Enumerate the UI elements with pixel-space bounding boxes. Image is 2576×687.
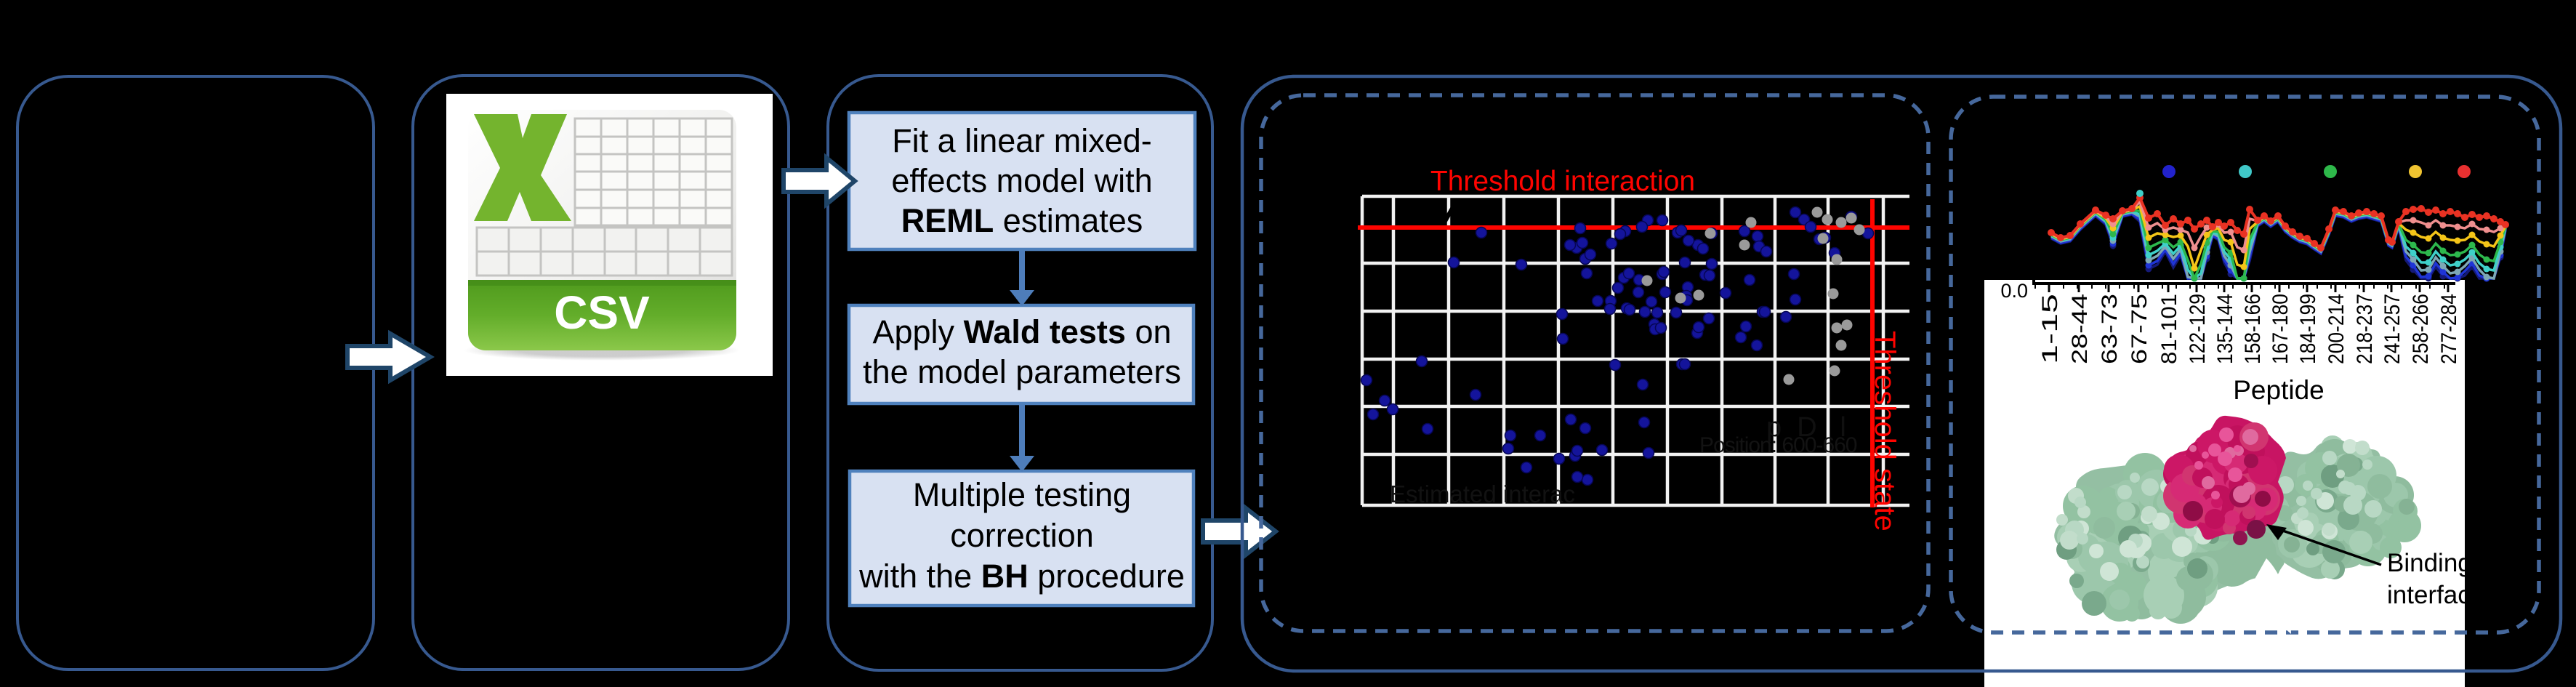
svg-text:the model parameters: the model parameters [863, 353, 1181, 390]
svg-text:81-101: 81-101 [2157, 294, 2181, 364]
svg-text:p D l: p D l [1766, 412, 1846, 443]
svg-text:Fit a linear mixed-: Fit a linear mixed- [892, 122, 1152, 159]
svg-text:REML estimates: REML estimates [901, 202, 1143, 239]
svg-text:with the BH procedure: with the BH procedure [858, 558, 1185, 595]
svg-text:Position: 600-660: Position: 600-660 [1699, 433, 1857, 457]
svg-text:Estimated interac: Estimated interac [1390, 481, 1575, 507]
svg-text:241-257: 241-257 [2380, 294, 2404, 364]
svg-text:Threshold state: Threshold state [1869, 331, 1901, 531]
svg-text:Peptide: Peptide [2233, 375, 2325, 405]
svg-text:63-73: 63-73 [2098, 294, 2122, 364]
svg-text:258-266: 258-266 [2409, 294, 2433, 364]
svg-text:122-129: 122-129 [2186, 294, 2210, 364]
svg-text:277-284: 277-284 [2437, 294, 2461, 364]
svg-text:158-166: 158-166 [2241, 294, 2265, 364]
svg-text:Threshold interaction: Threshold interaction [1430, 166, 1695, 197]
svg-text:0.0: 0.0 [2000, 280, 2028, 302]
svg-text:Apply Wald tests on: Apply Wald tests on [872, 313, 1171, 350]
svg-text:Multiple testing: Multiple testing [913, 476, 1131, 513]
svg-text:interface: interface [2387, 581, 2484, 609]
svg-text:effects model with: effects model with [891, 162, 1152, 199]
svg-text:167-180: 167-180 [2269, 294, 2293, 364]
svg-text:28-44: 28-44 [2068, 294, 2092, 364]
svg-text:218-237: 218-237 [2353, 294, 2377, 364]
svg-text:135-144: 135-144 [2213, 294, 2237, 364]
svg-text:67-75: 67-75 [2128, 294, 2152, 364]
svg-text:Binding: Binding [2387, 549, 2472, 577]
svg-text:CSV: CSV [554, 286, 650, 339]
svg-text:200-214: 200-214 [2325, 294, 2348, 364]
svg-text:184-199: 184-199 [2296, 294, 2320, 364]
svg-text:1-15: 1-15 [2038, 294, 2062, 364]
svg-text:correction: correction [950, 517, 1094, 554]
